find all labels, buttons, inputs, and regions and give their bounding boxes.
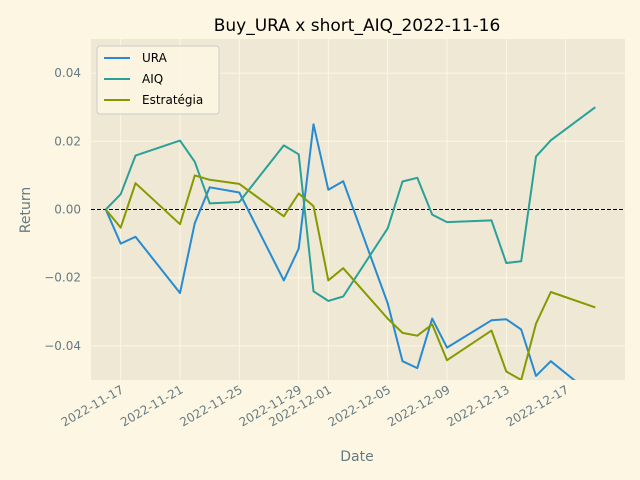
legend: URA AIQ Estratégia	[96, 45, 220, 115]
y-ticks: −0.04 −0.02 0.00 0.02 0.04	[44, 66, 81, 353]
legend-entry: Estratégia	[142, 93, 203, 107]
y-tick-label: 0.02	[54, 134, 81, 148]
y-tick-label: 0.04	[54, 66, 81, 80]
chart-title: Buy_URA x short_AIQ_2022-11-16	[214, 16, 501, 36]
y-tick-label: −0.02	[44, 271, 81, 285]
y-tick-label: −0.04	[44, 339, 81, 353]
series-line-estrat-gia	[105, 174, 596, 380]
series-line-aiq	[105, 106, 596, 302]
x-axis-label: Date	[340, 449, 373, 465]
y-axis-label: Return	[18, 187, 34, 233]
series-line-ura	[104, 123, 576, 380]
legend-entry: AIQ	[142, 72, 163, 86]
series-lines	[104, 106, 596, 380]
y-tick-label: 0.00	[54, 203, 81, 217]
legend-box	[96, 45, 220, 115]
legend-entry: URA	[142, 51, 168, 65]
